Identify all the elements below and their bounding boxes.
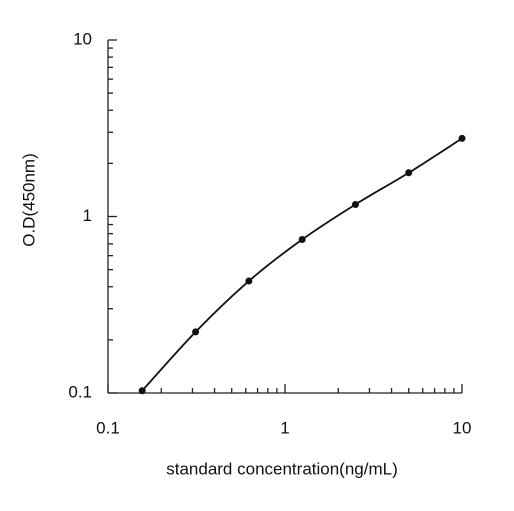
data-point bbox=[138, 387, 146, 395]
y-tick-label: 1 bbox=[83, 206, 92, 225]
x-tick-label: 10 bbox=[453, 418, 472, 437]
data-point bbox=[192, 328, 200, 336]
x-axis-label: standard concentration(ng/mL) bbox=[166, 459, 398, 478]
data-point bbox=[405, 169, 413, 177]
data-point bbox=[351, 200, 359, 208]
y-tick-label: 0.1 bbox=[68, 382, 92, 401]
x-tick-label: 1 bbox=[280, 418, 289, 437]
y-axis-label: O.D(450nm) bbox=[19, 153, 38, 247]
data-line bbox=[141, 137, 463, 392]
y-tick-label: 10 bbox=[73, 29, 92, 48]
data-point bbox=[298, 235, 306, 243]
data-point bbox=[458, 134, 466, 142]
x-tick-label: 0.1 bbox=[96, 418, 120, 437]
data-point bbox=[245, 277, 253, 285]
